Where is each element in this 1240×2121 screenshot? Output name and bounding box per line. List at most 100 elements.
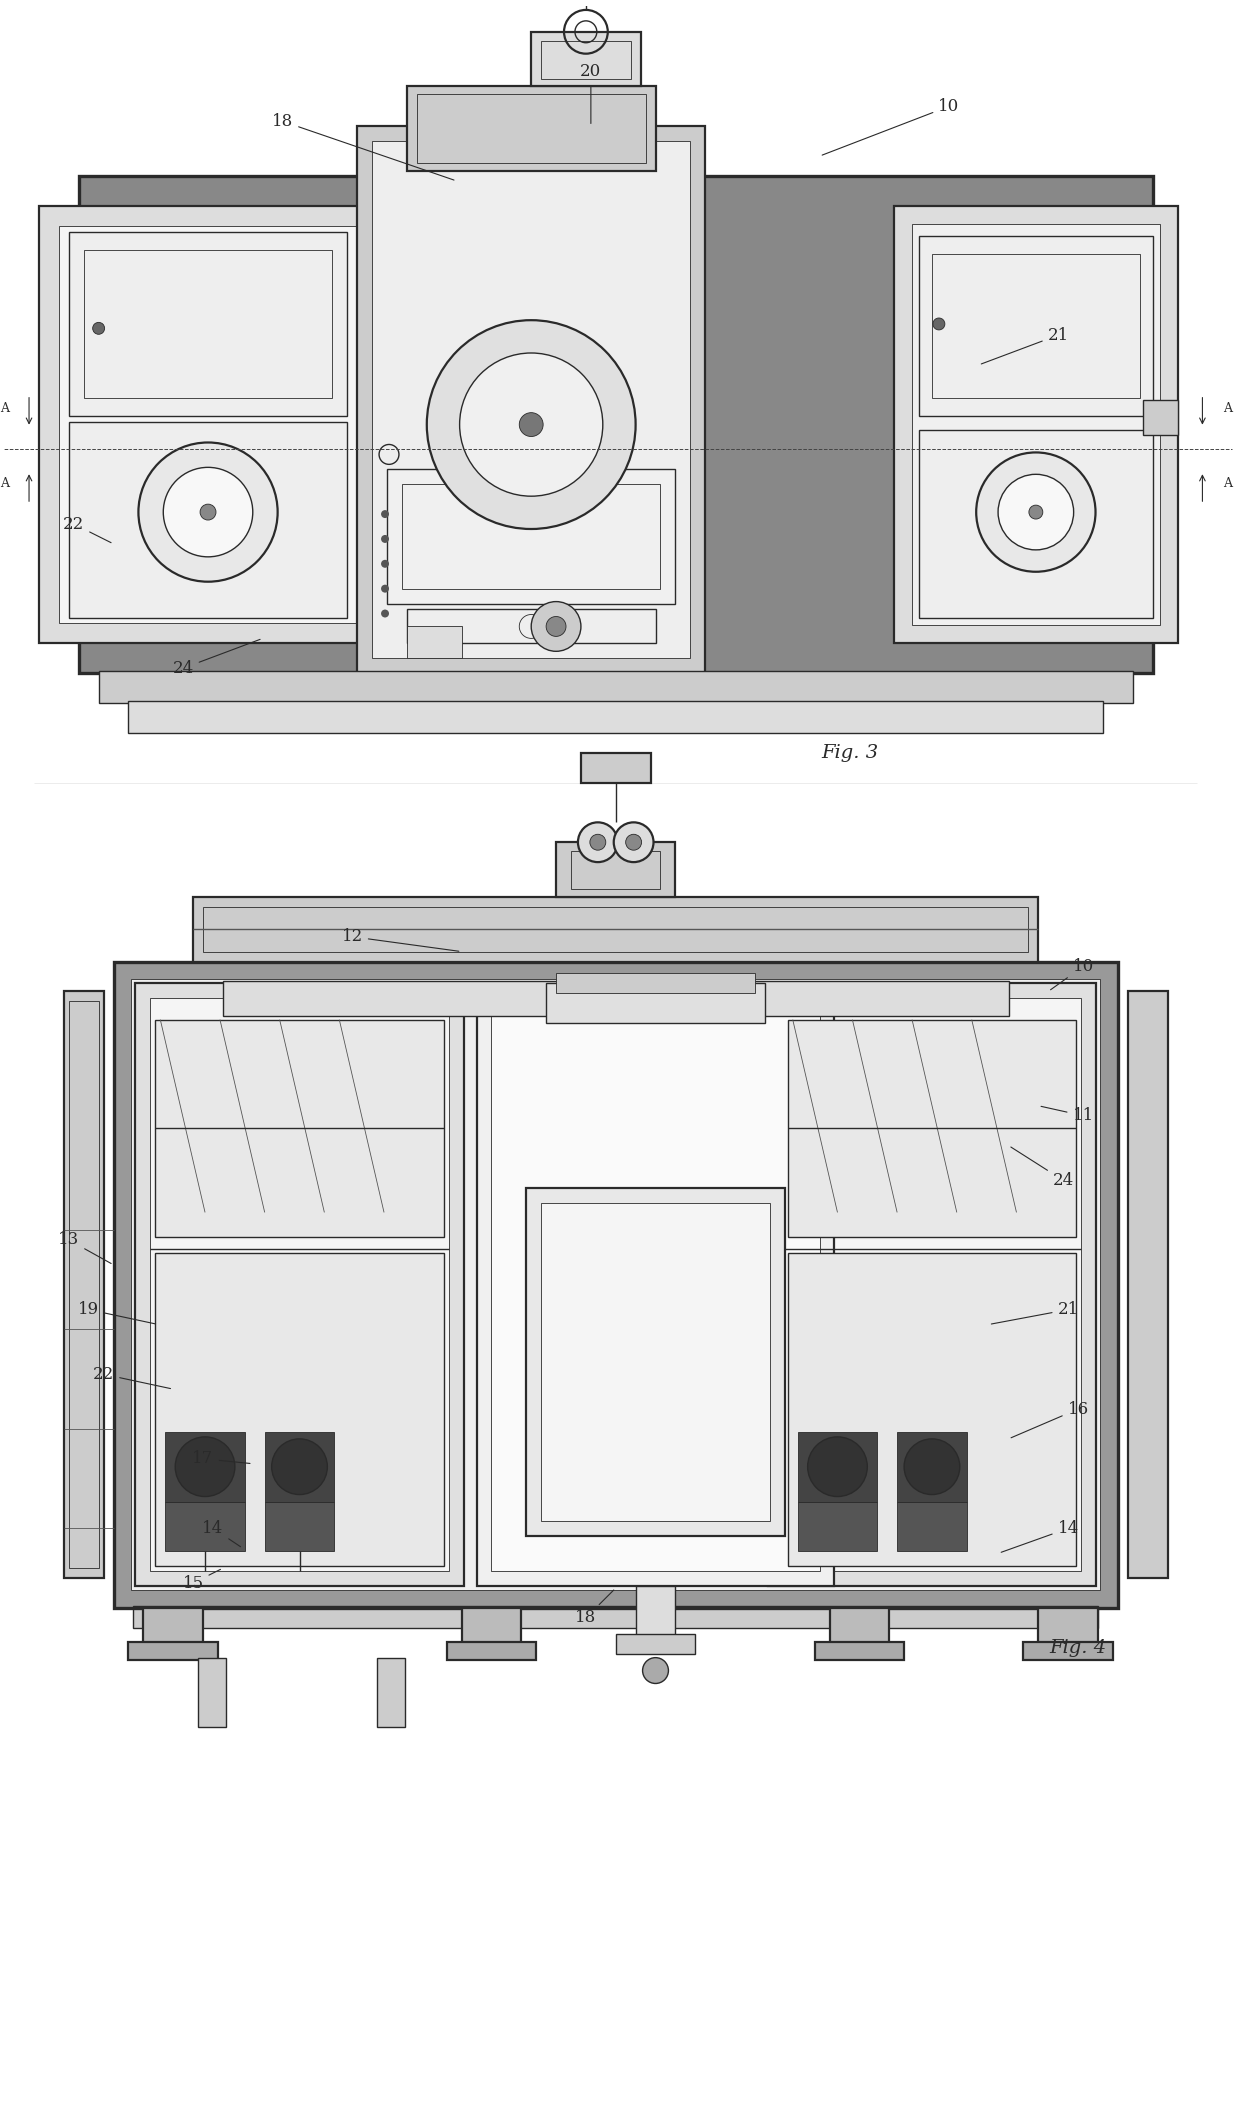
Bar: [135, 984, 464, 1587]
Bar: [787, 1020, 1076, 1237]
Bar: [193, 897, 1038, 961]
Bar: [1038, 1608, 1097, 1644]
Bar: [898, 1502, 967, 1550]
Bar: [531, 32, 641, 87]
Circle shape: [272, 1438, 327, 1495]
Bar: [114, 961, 1118, 1608]
Bar: [815, 1642, 904, 1659]
Bar: [476, 984, 835, 1587]
Circle shape: [531, 602, 580, 651]
Bar: [357, 127, 706, 672]
Bar: [570, 851, 661, 889]
Text: 13: 13: [58, 1232, 112, 1264]
Bar: [402, 484, 661, 590]
Bar: [1023, 1642, 1114, 1659]
Bar: [1128, 991, 1168, 1578]
Bar: [919, 431, 1153, 619]
Bar: [38, 206, 377, 643]
Bar: [198, 1659, 226, 1726]
Circle shape: [200, 505, 216, 520]
Circle shape: [590, 834, 606, 851]
Bar: [79, 176, 1153, 672]
Bar: [193, 897, 1038, 961]
Text: 19: 19: [78, 1300, 155, 1324]
Text: 16: 16: [1011, 1400, 1089, 1438]
Circle shape: [932, 318, 945, 331]
Bar: [63, 991, 104, 1578]
Bar: [150, 999, 449, 1572]
Bar: [556, 842, 676, 897]
Circle shape: [381, 609, 389, 617]
Text: 14: 14: [1001, 1521, 1079, 1553]
Circle shape: [427, 320, 636, 528]
Circle shape: [904, 1438, 960, 1495]
Bar: [1143, 399, 1178, 435]
Bar: [68, 231, 347, 416]
Circle shape: [614, 823, 653, 861]
Bar: [38, 206, 377, 643]
Circle shape: [578, 823, 618, 861]
Bar: [144, 1608, 203, 1644]
Text: 21: 21: [981, 327, 1069, 365]
Bar: [830, 1608, 889, 1644]
Bar: [894, 206, 1178, 643]
Bar: [541, 40, 631, 78]
Text: A: A: [1223, 401, 1231, 416]
Bar: [357, 127, 706, 672]
Text: Fig. 4: Fig. 4: [1049, 1640, 1106, 1657]
Bar: [782, 999, 1081, 1572]
Circle shape: [642, 1659, 668, 1684]
Circle shape: [381, 511, 389, 518]
Circle shape: [998, 475, 1074, 549]
Bar: [165, 1432, 244, 1502]
Bar: [526, 1188, 785, 1536]
Bar: [491, 999, 820, 1572]
Bar: [129, 1642, 218, 1659]
Bar: [919, 235, 1153, 416]
Text: 15: 15: [182, 1570, 221, 1591]
Text: 14: 14: [202, 1521, 241, 1546]
Bar: [556, 974, 755, 993]
Bar: [68, 1001, 99, 1567]
Bar: [636, 1587, 676, 1635]
Bar: [203, 908, 1028, 952]
Text: 10: 10: [1050, 959, 1094, 991]
Circle shape: [520, 414, 543, 437]
Text: A-A: A-A: [548, 901, 573, 914]
Bar: [407, 87, 656, 172]
Bar: [546, 984, 765, 1022]
Text: 11: 11: [1042, 1107, 1094, 1124]
Text: A: A: [1223, 477, 1231, 490]
Bar: [79, 176, 1153, 672]
Bar: [932, 255, 1140, 399]
Bar: [99, 670, 1133, 702]
Bar: [134, 1606, 1097, 1627]
Bar: [377, 1659, 405, 1726]
Text: 24: 24: [172, 638, 260, 677]
Bar: [264, 1502, 335, 1550]
Bar: [417, 95, 646, 163]
Text: Fig. 3: Fig. 3: [821, 744, 878, 761]
Bar: [264, 1432, 335, 1502]
Bar: [114, 961, 1118, 1608]
Bar: [155, 1020, 444, 1237]
Bar: [787, 1254, 1076, 1565]
Circle shape: [546, 617, 565, 636]
Bar: [372, 142, 691, 658]
Bar: [797, 1432, 877, 1502]
Text: 22: 22: [63, 515, 112, 543]
Circle shape: [381, 585, 389, 592]
Circle shape: [460, 352, 603, 496]
Bar: [223, 982, 1008, 1016]
Bar: [68, 422, 347, 619]
Bar: [461, 1608, 521, 1644]
Text: 24: 24: [1011, 1147, 1074, 1190]
Text: 22: 22: [93, 1366, 171, 1389]
Bar: [616, 1633, 696, 1654]
Bar: [768, 984, 1096, 1587]
Circle shape: [93, 322, 104, 335]
Text: 20: 20: [580, 64, 601, 123]
Circle shape: [139, 443, 278, 581]
Bar: [58, 225, 357, 624]
Text: 10: 10: [822, 98, 960, 155]
